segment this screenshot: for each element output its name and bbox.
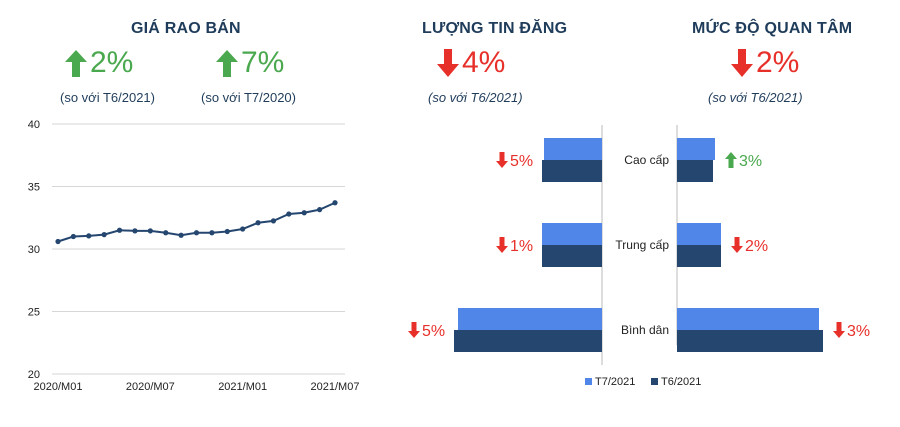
price-kpi-year-value: 7% [241,46,285,79]
x-tick-label: 2021/M01 [218,381,267,393]
arrow-down-icon [731,237,743,253]
listings-bar [454,330,602,352]
legend-swatch [651,378,658,385]
data-point [301,210,307,216]
price-line-chart: 20 25 30 35 40 2020/M01 2020/M07 2021/M01 2021/M… [28,119,360,393]
data-point [332,200,338,206]
price-kpi-year-note: (so với T7/2020) [201,90,296,105]
price-kpi-month: 2% [64,46,133,80]
interest-bar [677,330,823,352]
x-tick-label: 2020/M07 [126,381,175,393]
data-point [101,232,107,238]
listings-bar [542,160,602,182]
listings-bar [542,223,602,245]
x-tick-label: 2021/M07 [311,381,360,393]
interest-bar [677,245,721,267]
data-point [147,228,153,234]
change-indicator: 3% [833,322,870,340]
price-kpi-month-value: 2% [90,46,134,79]
legend-label: T6/2021 [661,376,701,388]
listings-bar [544,138,602,160]
data-point [224,228,230,235]
arrow-down-icon [496,237,508,253]
x-tick-label: 2020/M01 [34,381,83,393]
interest-title: MỨC ĐỘ QUAN TÂM [692,20,853,37]
data-point [116,227,123,233]
legend-label: T7/2021 [595,376,635,388]
price-kpi-year: 7% [215,46,284,80]
data-point [70,233,76,240]
change-label: 3% [739,153,762,170]
y-tick-label: 20 [28,369,40,381]
listings-title: LƯỢNG TIN ĐĂNG [422,20,568,37]
interest-kpi: 2% [730,46,799,80]
data-point [193,230,200,236]
interest-kpi-note: (so với T6/2021) [708,90,803,105]
listings-bar [542,245,602,267]
price-title: GIÁ RAO BÁN [131,20,241,37]
data-point [317,207,323,213]
interest-bar [677,223,721,245]
arrow-down-icon [408,322,420,338]
category-label: Cao cấp [624,153,669,167]
category-label: Trung cấp [615,238,669,252]
data-point [55,238,61,245]
change-label: 1% [510,238,533,255]
change-indicator: 3% [725,152,762,170]
y-tick-label: 30 [28,244,40,256]
y-tick-label: 40 [28,119,40,131]
data-point [132,228,138,234]
listings-bar [458,308,602,330]
arrow-up-icon [216,50,238,77]
arrow-up-icon [725,152,737,168]
series-line [57,201,336,243]
change-label: 3% [847,323,870,340]
change-indicator: 5% [496,152,533,170]
change-label: 5% [422,323,445,340]
listings-kpi: 4% [436,46,505,80]
change-label: 5% [510,153,533,170]
interest-kpi-value: 2% [756,46,800,79]
segment-bar-chart: Cao cấp 5% 3% Trung cấp 1% 2% Bình dân 5% 3% T7/2… [408,125,870,388]
price-kpi-month-note: (so với T6/2021) [60,90,155,105]
change-indicator: 1% [496,237,533,255]
listings-kpi-value: 4% [462,46,506,79]
arrow-down-icon [437,49,459,77]
change-indicator: 5% [408,322,445,340]
legend-swatch [585,378,592,385]
data-point [270,218,277,224]
change-indicator: 2% [731,237,768,255]
arrow-up-icon [65,50,87,77]
data-point [163,230,169,236]
arrow-down-icon [731,49,753,77]
interest-bar [677,308,819,330]
y-tick-label: 35 [28,182,40,194]
data-point [255,220,261,226]
listings-kpi-note: (so với T6/2021) [428,90,523,105]
data-point [240,226,246,232]
category-label: Bình dân [621,323,669,337]
y-tick-label: 25 [28,307,40,319]
data-point [178,232,184,238]
interest-bar [677,160,713,182]
data-point [286,211,292,217]
arrow-down-icon [833,322,845,338]
interest-bar [677,138,715,160]
change-label: 2% [745,238,768,255]
arrow-down-icon [496,152,508,168]
data-point [86,233,92,239]
data-point [209,230,215,236]
